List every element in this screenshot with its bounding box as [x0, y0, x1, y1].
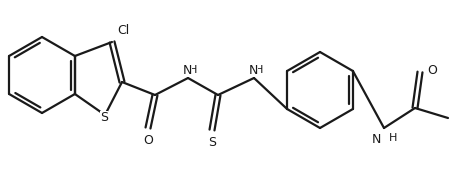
- Text: N: N: [183, 63, 192, 77]
- Text: S: S: [208, 136, 216, 149]
- Text: H: H: [189, 65, 198, 75]
- Text: O: O: [143, 134, 153, 147]
- Text: N: N: [372, 133, 381, 146]
- Text: O: O: [427, 63, 437, 77]
- Text: N: N: [249, 63, 258, 77]
- Text: H: H: [255, 65, 263, 75]
- Text: H: H: [389, 133, 397, 143]
- Text: S: S: [100, 110, 108, 124]
- Text: Cl: Cl: [117, 23, 129, 36]
